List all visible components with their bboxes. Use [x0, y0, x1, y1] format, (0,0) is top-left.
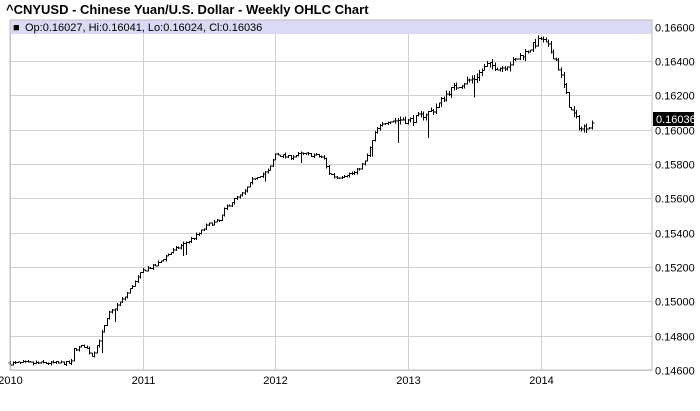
y-tick-label: 0.15000: [655, 297, 695, 309]
x-tick-label: 2011: [132, 375, 156, 387]
y-tick-label: 0.14600: [655, 366, 695, 378]
plot-area: [10, 20, 652, 370]
x-tick-label: 2014: [529, 375, 553, 387]
ohlc-series: [8, 35, 595, 366]
x-tick-label: 2012: [263, 375, 287, 387]
y-tick-label: 0.15200: [655, 263, 695, 275]
y-tick-label: 0.14800: [655, 332, 695, 344]
x-axis: 2010 2011 2012 2013 2014: [0, 375, 554, 387]
last-value-label: 0.16036: [656, 114, 696, 126]
y-tick-label: 0.16000: [655, 126, 695, 138]
chart-title: ^CNYUSD - Chinese Yuan/U.S. Dollar - Wee…: [6, 2, 369, 17]
y-tick-label: 0.15800: [655, 160, 695, 172]
legend-band: [10, 20, 652, 34]
y-tick-label: 0.15400: [655, 229, 695, 241]
x-tick-label: 2010: [0, 375, 23, 387]
y-tick-label: 0.16600: [655, 23, 695, 35]
legend-marker: ■: [13, 22, 20, 34]
last-value-box: [653, 112, 694, 126]
y-tick-label: 0.15600: [655, 194, 695, 206]
legend-ohlc-values: Op:0.16027, Hi:0.16041, Lo:0.16024, Cl:0…: [25, 22, 262, 34]
y-tick-label: 0.16400: [655, 57, 695, 69]
y-tick-label: 0.16200: [655, 91, 695, 103]
plot-frame: [9, 19, 653, 371]
y-axis: 0.14600 0.14800 0.15000 0.15200 0.15400 0.156…: [655, 23, 695, 378]
x-tick-label: 2013: [396, 375, 420, 387]
